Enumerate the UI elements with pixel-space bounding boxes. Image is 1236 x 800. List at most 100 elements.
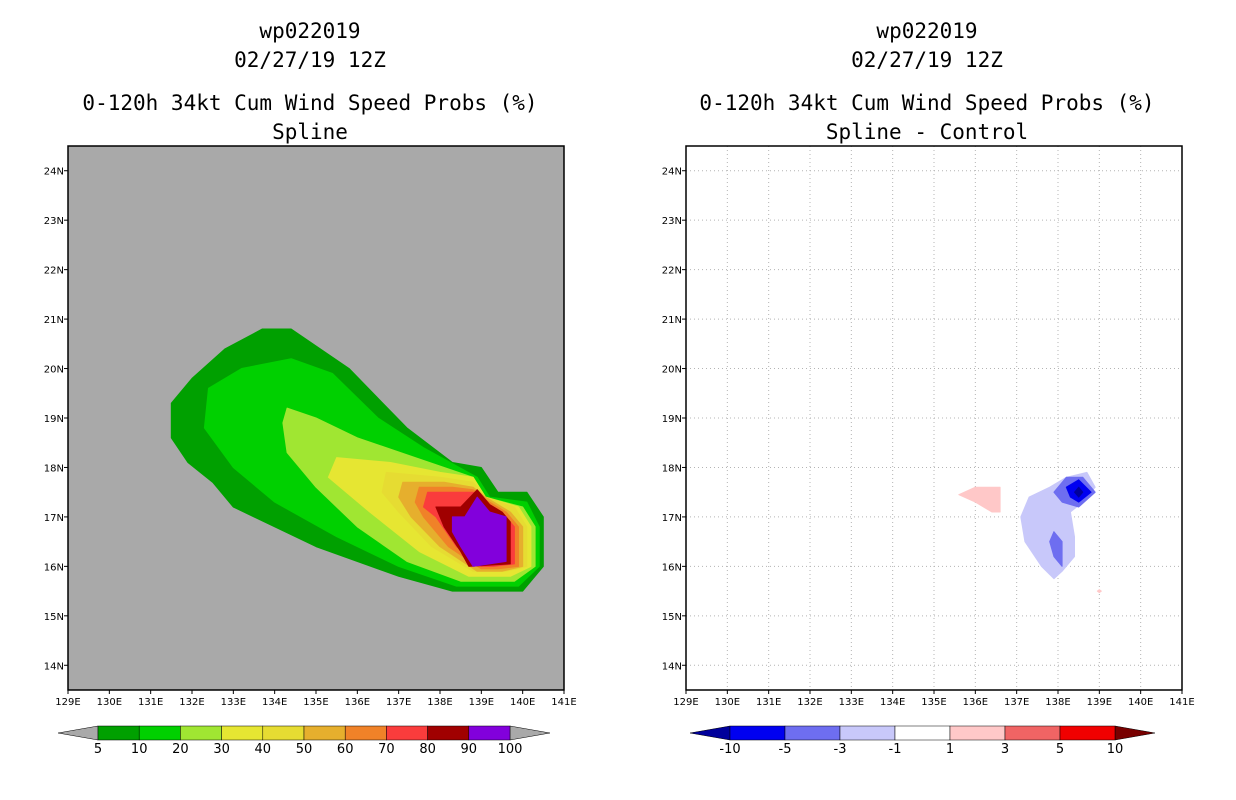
left-colorbar-label: 100 [498, 742, 523, 757]
left-colorbar-swatch [386, 725, 428, 741]
right-colorbar-start-triangle [689, 725, 731, 741]
left-colorbar-label: 70 [378, 742, 395, 757]
left-colorbar-label: 20 [172, 742, 189, 757]
right-colorbar: -10 -5 -3 -1 1 3 5 10 [689, 725, 1156, 757]
right-plot: 129E 130E 131E 132E 133E 134E 135E 136E 137E 138E… [662, 145, 1195, 757]
right-colorbar-swatch [729, 725, 786, 741]
left-x-tick-label: 141E [551, 697, 576, 708]
left-colorbar-end-triangle [509, 725, 551, 741]
right-y-tick-label: 19N [662, 414, 682, 425]
left-y-tick-label: 17N [44, 513, 64, 524]
right-x-tick-label: 138E [1045, 697, 1070, 708]
right-colorbar-label: -1 [889, 742, 902, 757]
left-colorbar-label: 5 [94, 742, 102, 757]
left-colorbar-start-triangle [57, 725, 99, 741]
left-title-block: wp022019 02/27/19 12Z 0-120h 34kt Cum Wi… [50, 17, 570, 147]
left-colorbar-label: 40 [255, 742, 272, 757]
right-contour-1 [958, 486, 1001, 513]
left-y-tick-label: 23N [44, 216, 64, 227]
right-y-tick-label: 21N [662, 315, 682, 326]
left-colorbar-swatch [221, 725, 264, 741]
left-x-tick-label: 131E [138, 697, 163, 708]
left-y-tick-label: 16N [44, 562, 64, 573]
left-contour-90 [451, 496, 507, 567]
left-colorbar-label: 80 [419, 742, 436, 757]
left-y-tick-label: 19N [44, 414, 64, 425]
left-colorbar-swatch [427, 725, 470, 741]
right-colorbar-label: -3 [834, 742, 847, 757]
right-colorbar-swatch [894, 725, 951, 741]
right-colorbar-swatch [1004, 725, 1061, 741]
left-x-tick-label: 134E [262, 697, 287, 708]
right-x-tick-label: 130E [715, 697, 740, 708]
right-contour--10 [1074, 486, 1084, 498]
left-colorbar: 5 10 20 30 40 50 60 70 80 90 100 [57, 725, 551, 757]
right-colorbar-label: 5 [1056, 742, 1064, 757]
left-x-tick-label: 140E [510, 697, 535, 708]
right-storm-id: wp022019 [876, 19, 978, 43]
right-x-tick-label: 133E [839, 697, 864, 708]
left-colorbar-swatch [344, 725, 387, 741]
right-y-tick-label: 15N [662, 612, 682, 623]
right-y-tick-label: 14N [662, 661, 682, 672]
right-date: 02/27/19 12Z [851, 48, 1003, 72]
right-x-tick-label: 137E [1004, 697, 1029, 708]
right-colorbar-swatch [1059, 725, 1116, 741]
left-x-tick-label: 139E [469, 697, 494, 708]
right-colorbar-label: 3 [1001, 742, 1009, 757]
right-chart-title: 0-120h 34kt Cum Wind Speed Probs (%) [699, 91, 1155, 115]
left-colorbar-swatch [262, 725, 305, 741]
left-colorbar-swatch [138, 725, 181, 741]
right-x-tick-label: 129E [673, 697, 698, 708]
left-chart-subtitle: Spline [272, 120, 348, 144]
right-colorbar-label: 10 [1107, 742, 1124, 757]
right-colorbar-label: -10 [719, 742, 740, 757]
right-y-tick-label: 18N [662, 463, 682, 474]
left-colorbar-swatch [303, 725, 346, 741]
right-y-tick-label: 20N [662, 365, 682, 376]
left-colorbar-swatch [180, 725, 222, 741]
right-colorbar-end-triangle [1114, 725, 1156, 741]
right-colorbar-label: -5 [779, 742, 792, 757]
left-y-tick-label: 15N [44, 612, 64, 623]
left-y-tick-label: 20N [44, 365, 64, 376]
right-x-tick-label: 141E [1169, 697, 1194, 708]
right-colorbar-swatch [949, 725, 1006, 741]
left-x-tick-label: 132E [179, 697, 204, 708]
left-x-tick-label: 138E [427, 697, 452, 708]
right-x-tick-label: 140E [1128, 697, 1153, 708]
right-x-tick-label: 136E [963, 697, 988, 708]
right-x-tick-label: 134E [880, 697, 905, 708]
right-x-tick-label: 139E [1087, 697, 1112, 708]
right-chart-subtitle: Spline - Control [825, 120, 1029, 144]
left-x-tick-label: 135E [303, 697, 328, 708]
right-colorbar-swatch [839, 725, 896, 741]
left-date: 02/27/19 12Z [234, 48, 386, 72]
right-y-tick-label: 23N [662, 216, 682, 227]
left-colorbar-label: 60 [337, 742, 354, 757]
right-colorbar-label: 1 [946, 742, 954, 757]
left-colorbar-swatch [97, 725, 140, 741]
right-contour-1 [1096, 589, 1102, 594]
right-title-block: wp022019 02/27/19 12Z 0-120h 34kt Cum Wi… [667, 17, 1187, 147]
right-x-tick-label: 131E [756, 697, 781, 708]
right-y-tick-label: 17N [662, 513, 682, 524]
left-x-tick-label: 130E [97, 697, 122, 708]
left-plot: 129E 130E 131E 132E 133E 134E 135E 136E 137E 138E… [44, 145, 577, 757]
left-storm-id: wp022019 [259, 19, 361, 43]
right-x-tick-label: 132E [797, 697, 822, 708]
left-colorbar-label: 90 [461, 742, 478, 757]
left-y-tick-label: 24N [44, 167, 64, 178]
left-colorbar-label: 10 [131, 742, 148, 757]
right-y-tick-label: 22N [662, 266, 682, 277]
left-x-tick-label: 136E [345, 697, 370, 708]
right-contour--3 [1049, 531, 1063, 567]
left-y-tick-label: 18N [44, 463, 64, 474]
right-y-tick-label: 24N [662, 167, 682, 178]
right-colorbar-swatch [784, 725, 841, 741]
right-y-tick-label: 16N [662, 562, 682, 573]
left-colorbar-swatch [468, 725, 511, 741]
left-y-tick-label: 22N [44, 266, 64, 277]
left-y-tick-label: 14N [44, 661, 64, 672]
